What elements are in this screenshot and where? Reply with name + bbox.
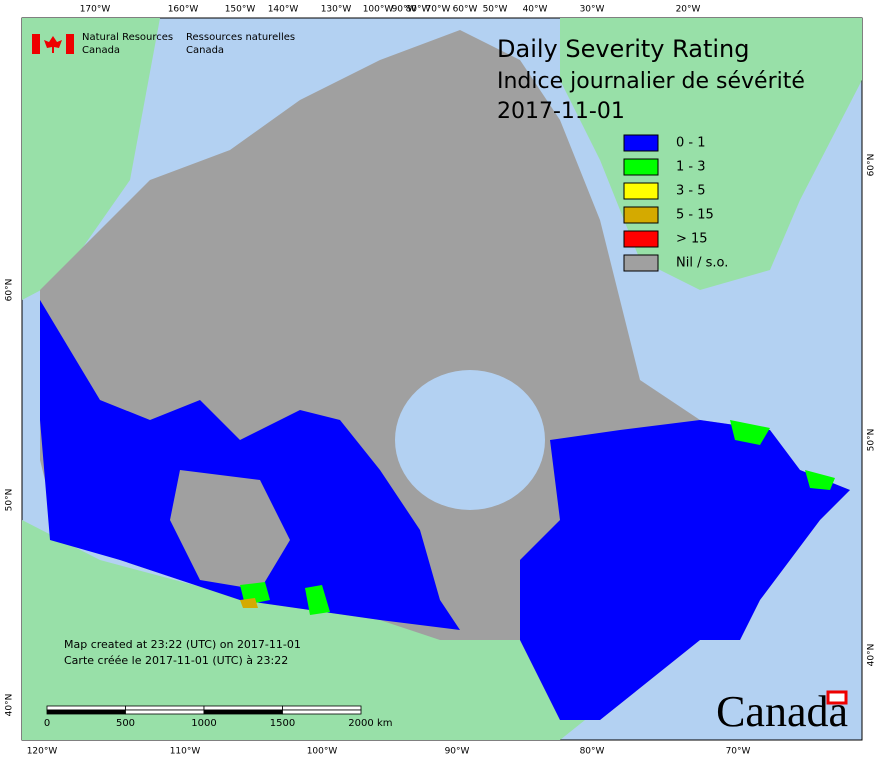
legend: 0 - 1 1 - 3 3 - 5 5 - 15 > 15 Nil / s.o. bbox=[623, 134, 728, 272]
scale-segment bbox=[125, 705, 205, 711]
longitude-label: 30°W bbox=[580, 5, 605, 15]
longitude-label: 170°W bbox=[80, 5, 111, 15]
latitude-label: 60°N bbox=[867, 154, 877, 177]
maple-leaf bbox=[44, 36, 62, 53]
legend-swatch bbox=[623, 230, 659, 248]
legend-swatch bbox=[623, 182, 659, 200]
legend-swatch bbox=[623, 134, 659, 152]
wordmark: Canada bbox=[716, 687, 848, 736]
longitude-label: 90°W bbox=[445, 747, 470, 757]
scale-unit: km bbox=[377, 718, 393, 729]
longitude-label: 110°W bbox=[170, 747, 201, 757]
hudson-bay bbox=[395, 370, 545, 510]
legend-label: 0 - 1 bbox=[676, 136, 706, 151]
longitude-label: 150°W bbox=[225, 5, 256, 15]
org-en: Canada bbox=[82, 45, 120, 56]
legend-label: 1 - 3 bbox=[676, 160, 706, 175]
scale-segment bbox=[203, 705, 283, 711]
flag-bar bbox=[66, 34, 74, 54]
latitude-label: 50°N bbox=[5, 489, 15, 512]
header: Natural Resources Canada Ressources natu… bbox=[32, 32, 295, 56]
legend-swatch bbox=[623, 254, 659, 272]
scale-label: 500 bbox=[116, 718, 135, 729]
legend-label: 5 - 15 bbox=[676, 208, 714, 223]
longitude-label: 70°W bbox=[726, 747, 751, 757]
flag-bar bbox=[32, 34, 40, 54]
longitude-label: 40°W bbox=[523, 5, 548, 15]
scale-segment bbox=[282, 709, 362, 715]
org-fr: Ressources naturelles bbox=[186, 32, 295, 43]
map bbox=[21, 17, 863, 741]
scale-segment bbox=[125, 709, 205, 715]
latitude-label: 60°N bbox=[5, 279, 15, 302]
legend-label: Nil / s.o. bbox=[676, 256, 728, 271]
title: 2017-11-01 bbox=[497, 99, 625, 124]
title: Daily Severity Rating bbox=[497, 35, 749, 63]
longitude-label: 160°W bbox=[168, 5, 199, 15]
longitude-label: 70°W bbox=[426, 5, 451, 15]
usa bbox=[22, 520, 610, 740]
scale-label: 0 bbox=[44, 718, 50, 729]
longitude-label: 130°W bbox=[321, 5, 352, 15]
longitude-label: 20°W bbox=[676, 5, 701, 15]
longitude-label: 80°W bbox=[580, 747, 605, 757]
longitude-label: 60°W bbox=[453, 5, 478, 15]
scale-segment bbox=[46, 709, 126, 715]
longitude-label: 140°W bbox=[268, 5, 299, 15]
scale-segment bbox=[46, 705, 126, 711]
scale-bar: 0 500 1000 1500 2000 km bbox=[44, 705, 393, 729]
org-fr: Canada bbox=[186, 45, 224, 56]
longitude-label: 100°W bbox=[363, 5, 394, 15]
wordmark-flag bbox=[826, 690, 848, 705]
scale-label: 1000 bbox=[191, 718, 216, 729]
legend-swatch bbox=[623, 206, 659, 224]
scale-segment bbox=[203, 709, 283, 715]
note: Map created at 23:22 (UTC) on 2017-11-01 bbox=[64, 638, 301, 651]
rating-region bbox=[40, 300, 460, 630]
longitude-label: 120°W bbox=[27, 747, 58, 757]
legend-label: > 15 bbox=[676, 232, 708, 247]
nil-region bbox=[170, 470, 290, 590]
longitude-label: 80°W bbox=[406, 5, 431, 15]
latitude-label: 40°N bbox=[867, 644, 877, 667]
rating-region bbox=[520, 420, 850, 720]
scale-label: 1500 bbox=[270, 718, 295, 729]
rating-region bbox=[305, 585, 330, 615]
graticule-labels: 170°W 160°W 150°W 140°W 130°W 100°W90°W80°W70… bbox=[5, 5, 877, 757]
longitude-label: 50°W bbox=[483, 5, 508, 15]
rating-region bbox=[730, 420, 770, 445]
longitude-label: 90°W bbox=[392, 5, 417, 15]
scale-segment bbox=[282, 705, 362, 711]
legend-swatch bbox=[623, 158, 659, 176]
rating-region bbox=[805, 470, 835, 490]
note: Carte créée le 2017-11-01 (UTC) à 23:22 bbox=[64, 654, 288, 667]
rating-region bbox=[240, 598, 258, 608]
longitude-label: 100°W bbox=[307, 747, 338, 757]
latitude-label: 50°N bbox=[867, 429, 877, 452]
legend-label: 3 - 5 bbox=[676, 184, 706, 199]
alaska bbox=[22, 18, 160, 300]
org-en: Natural Resources bbox=[82, 32, 173, 43]
latitude-label: 40°N bbox=[5, 694, 15, 717]
title: Indice journalier de sévérité bbox=[497, 69, 805, 94]
scale-label: 2000 bbox=[348, 718, 373, 729]
